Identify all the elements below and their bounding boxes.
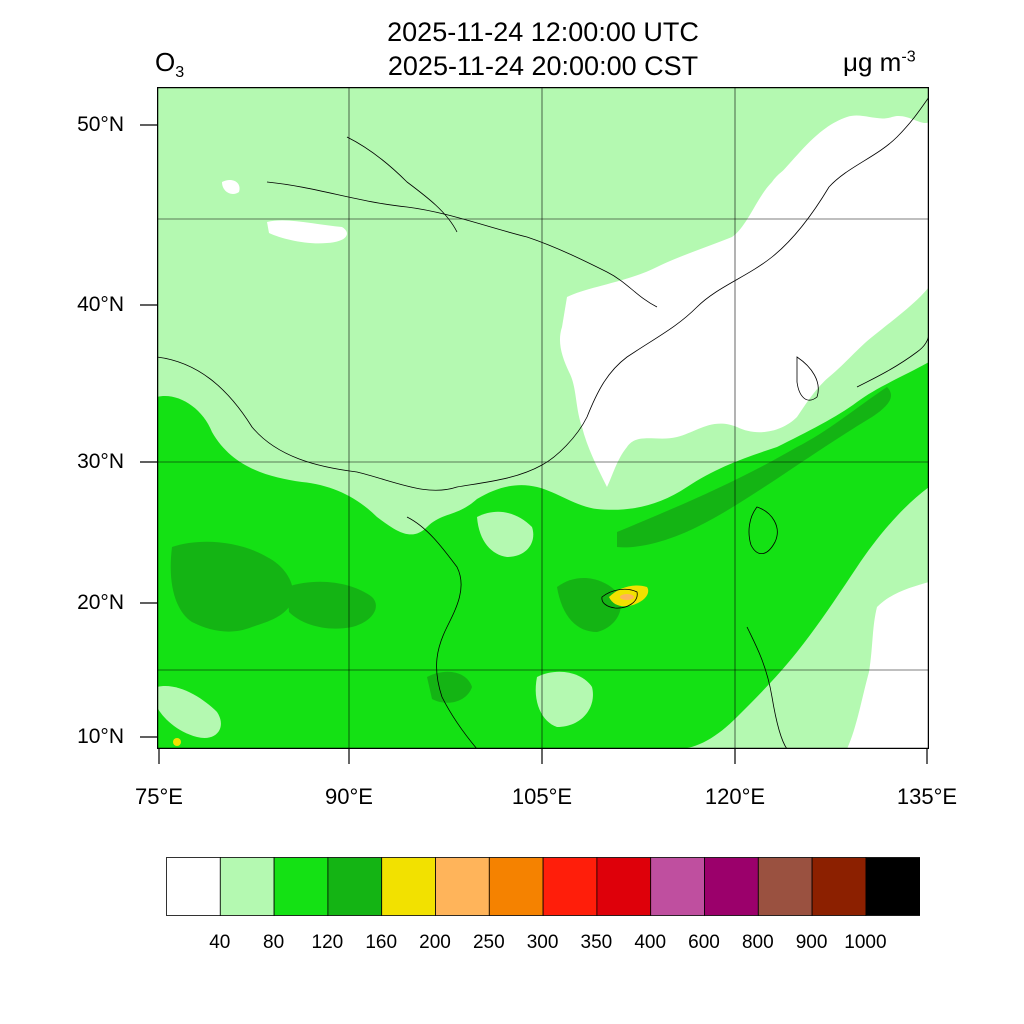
- hainan-outline: [601, 588, 638, 609]
- philippines-outline-approx: [746, 626, 788, 749]
- ozone-fill-120-160: [170, 387, 892, 703]
- lon-label-105: 105°E: [511, 784, 573, 809]
- title-utc-time: 2025-11-24 12:00:00 UTC: [387, 17, 699, 47]
- colorbar-label: 600: [688, 932, 720, 953]
- colorbar-label: 160: [365, 932, 398, 953]
- colorbar-label: 200: [419, 932, 451, 953]
- coastlines-and-borders: [157, 96, 929, 749]
- korea-outline-approx: [796, 356, 819, 401]
- ozone-fill-160-200-sw-corner: [173, 738, 181, 746]
- lat-tick-overlay: [140, 124, 158, 738]
- light-patch-indochina: [535, 671, 593, 727]
- colorbar-swatch-12: [811, 857, 867, 916]
- colorbar-swatch-4: [381, 857, 436, 916]
- colorbar-label: 350: [580, 932, 613, 953]
- colorbar-swatch-9: [650, 857, 705, 916]
- units-label: μg m-3: [843, 47, 916, 78]
- map-panel: [157, 87, 929, 749]
- lat-label-20: 20°N: [77, 591, 124, 614]
- variable-label: O3: [155, 47, 184, 82]
- dark-patch-gulf-tonkin: [557, 577, 621, 632]
- colorbar-label: 900: [795, 932, 828, 953]
- colorbar-label: 1000: [844, 932, 887, 953]
- lon-label-135: 135°E: [896, 784, 958, 809]
- white-patch-west-1: [267, 220, 347, 244]
- units-base: μg m: [843, 47, 902, 77]
- colorbar-label: 40: [209, 932, 231, 953]
- colorbar-swatch-1: [219, 857, 275, 916]
- colorbar-label: 250: [472, 932, 505, 953]
- white-patch-west-2: [222, 180, 240, 194]
- colorbar-swatch-0: [166, 857, 221, 916]
- colorbar-swatch-10: [704, 857, 759, 916]
- lat-label-50: 50°N: [77, 113, 124, 136]
- light-patch-yunnan: [477, 511, 534, 557]
- north-border-approx: [266, 181, 658, 308]
- lat-lon-grid: [157, 87, 929, 749]
- ozone-fill-200-250-hainan: [620, 594, 634, 600]
- colorbar: [166, 857, 920, 916]
- lon-label-120: 120°E: [704, 784, 766, 809]
- light-patch-southwest: [157, 686, 221, 738]
- colorbar-label: 120: [311, 932, 344, 953]
- map-frame: [157, 87, 929, 749]
- white-patch-north-china: [559, 132, 929, 487]
- white-patch-southeast-sea: [847, 582, 929, 749]
- dark-patch-india: [170, 541, 294, 632]
- units-exponent: -3: [901, 47, 916, 66]
- china-outline-approx: [157, 96, 929, 491]
- colorbar-label: 80: [263, 932, 285, 953]
- lon-label-75: 75°E: [135, 784, 183, 809]
- lon-tick-overlay: [158, 748, 928, 764]
- xinjiang-border-approx: [346, 136, 458, 233]
- lat-label-30: 30°N: [77, 450, 124, 473]
- colorbar-label: 400: [634, 932, 667, 953]
- indochina-coast-approx: [406, 516, 478, 749]
- lat-label-10: 10°N: [77, 725, 124, 748]
- colorbar-swatch-8: [596, 857, 652, 916]
- colorbar-swatch-5: [435, 857, 490, 916]
- white-patch-northeast: [777, 115, 929, 213]
- colorbar-swatch-11: [757, 857, 813, 916]
- colorbar-label: 300: [526, 932, 559, 953]
- lat-label-40: 40°N: [77, 293, 124, 316]
- ozone-low-regions: [222, 115, 929, 749]
- ozone-fill-80-120: [157, 362, 929, 749]
- title-local-time: 2025-11-24 20:00:00 CST: [387, 51, 699, 81]
- variable-name: O: [155, 47, 176, 77]
- colorbar-label: 800: [741, 932, 774, 953]
- colorbar-swatch-7: [542, 857, 598, 916]
- colorbar-swatch-2: [273, 857, 329, 916]
- colorbar-swatch-6: [488, 857, 544, 916]
- variable-subscript: 3: [175, 63, 185, 82]
- taiwan-outline: [748, 506, 778, 555]
- dark-patch-bay-of-bengal: [287, 581, 376, 629]
- colorbar-swatch-3: [327, 857, 383, 916]
- colorbar-swatch-13: [865, 857, 920, 916]
- dark-patch-thailand: [427, 671, 472, 703]
- lon-label-90: 90°E: [325, 784, 373, 809]
- dark-band-east-china-sea: [617, 387, 892, 548]
